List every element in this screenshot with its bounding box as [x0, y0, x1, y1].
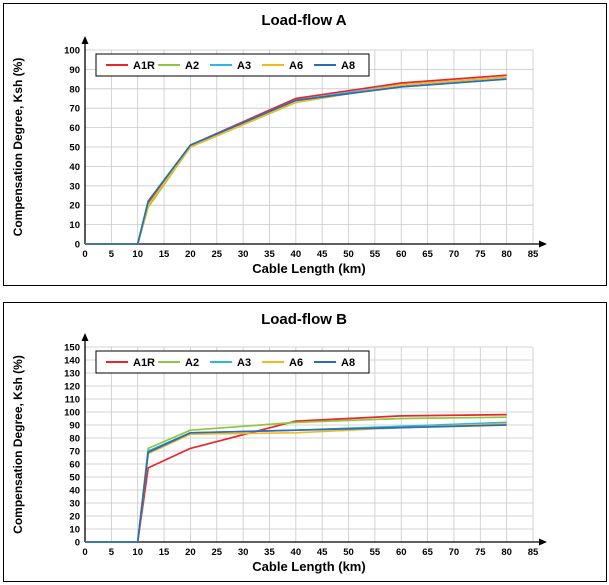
x-tick-label: 55 — [370, 249, 381, 260]
x-tick-label: 75 — [475, 249, 486, 260]
legend-label-a2: A2 — [185, 357, 199, 369]
legend-label-a3: A3 — [237, 60, 251, 72]
y-tick-label: 20 — [69, 512, 80, 523]
legend-label-a1r: A1R — [133, 60, 155, 72]
y-tick-label: 30 — [69, 499, 80, 510]
x-tick-label: 20 — [185, 547, 196, 558]
x-tick-label: 35 — [264, 547, 275, 558]
x-tick-label: 85 — [528, 249, 539, 260]
y-tick-label: 90 — [69, 65, 80, 76]
y-tick-label: 30 — [69, 181, 80, 192]
y-tick-label: 40 — [69, 486, 80, 497]
y-tick-label: 60 — [69, 460, 80, 471]
y-tick-label: 70 — [69, 447, 80, 458]
x-tick-label: 40 — [291, 547, 302, 558]
y-tick-label: 150 — [64, 343, 80, 354]
x-axis-arrow — [539, 538, 547, 546]
y-axis-label: Compensation Degree, Ksh (%) — [11, 58, 25, 237]
y-tick-label: 60 — [69, 123, 80, 134]
chart-title: Load-flow B — [261, 311, 347, 328]
x-tick-label: 70 — [449, 547, 460, 558]
x-axis-arrow — [539, 240, 547, 248]
y-axis-arrow — [81, 333, 89, 341]
y-tick-label: 10 — [69, 525, 80, 536]
x-tick-label: 60 — [396, 547, 407, 558]
chart-b-svg: Load-flow B 0 5 10 15 20 25 30 35 40 45 50 55 60 65 70 7… — [11, 311, 547, 574]
series-line-a8 — [85, 424, 507, 543]
y-tick-label: 140 — [64, 356, 80, 367]
x-tick-label: 55 — [370, 547, 381, 558]
y-tick-label: 20 — [69, 201, 80, 212]
legend-label-a1r: A1R — [133, 357, 155, 369]
x-tick-label: 0 — [82, 547, 87, 558]
x-tick-label: 45 — [317, 249, 328, 260]
x-tick-label: 65 — [422, 547, 433, 558]
x-tick-label: 50 — [343, 249, 354, 260]
x-tick-label: 15 — [159, 249, 170, 260]
x-tick-label: 80 — [501, 547, 512, 558]
y-tick-label: 40 — [69, 162, 80, 173]
y-tick-label: 120 — [64, 382, 80, 393]
y-tick-label: 130 — [64, 369, 80, 380]
legend-label-a3: A3 — [237, 357, 251, 369]
y-tick-label: 90 — [69, 421, 80, 432]
x-axis-label: Cable Length (km) — [252, 261, 365, 276]
y-tick-label: 50 — [69, 473, 80, 484]
x-tick-label: 80 — [501, 249, 512, 260]
y-tick-label: 0 — [75, 538, 80, 549]
legend-box — [95, 53, 370, 77]
x-tick-label: 40 — [291, 249, 302, 260]
chart-title: Load-flow A — [261, 12, 346, 29]
y-tick-label: 100 — [64, 46, 80, 57]
series-line-a8 — [85, 78, 507, 245]
x-tick-label: 70 — [449, 249, 460, 260]
legend-label-a2: A2 — [185, 60, 199, 72]
x-tick-label: 20 — [185, 249, 196, 260]
y-tick-label: 10 — [69, 220, 80, 231]
x-tick-label: 15 — [159, 547, 170, 558]
legend-label-a6: A6 — [289, 60, 303, 72]
x-tick-label: 35 — [264, 249, 275, 260]
x-tick-label: 75 — [475, 547, 486, 558]
y-axis-label: Compensation Degree, Ksh (%) — [11, 355, 25, 534]
y-tick-label: 50 — [69, 143, 80, 154]
x-tick-label: 5 — [109, 249, 115, 260]
legend-label-a8: A8 — [341, 60, 355, 72]
y-tick-label: 80 — [69, 434, 80, 445]
x-tick-label: 30 — [238, 249, 249, 260]
y-tick-label: 100 — [64, 408, 80, 419]
x-tick-label: 85 — [528, 547, 539, 558]
x-tick-label: 25 — [211, 249, 222, 260]
legend-label-a8: A8 — [341, 357, 355, 369]
x-tick-label: 60 — [396, 249, 407, 260]
y-tick-label: 70 — [69, 104, 80, 115]
x-tick-label: 0 — [82, 249, 87, 260]
legend-box — [95, 350, 370, 374]
x-tick-label: 10 — [132, 249, 143, 260]
chart-panel-b: Load-flow B 0 5 10 15 20 25 30 35 40 45 50 55 60 65 70 7… — [3, 302, 607, 582]
x-tick-label: 65 — [422, 249, 433, 260]
x-tick-label: 10 — [132, 547, 143, 558]
y-axis-arrow — [81, 36, 89, 44]
x-tick-label: 5 — [109, 547, 115, 558]
chart-panel-a: Load-flow A 0 5 10 15 20 25 30 35 40 45 50 55 60 65 70 7… — [3, 3, 607, 286]
x-axis-label: Cable Length (km) — [252, 559, 365, 574]
chart-a-svg: Load-flow A 0 5 10 15 20 25 30 35 40 45 50 55 60 65 70 7… — [11, 12, 547, 276]
y-tick-label: 80 — [69, 84, 80, 95]
x-tick-label: 25 — [211, 547, 222, 558]
legend-label-a6: A6 — [289, 357, 303, 369]
x-tick-label: 30 — [238, 547, 249, 558]
y-tick-label: 110 — [65, 395, 80, 406]
y-tick-label: 0 — [75, 240, 80, 251]
x-tick-label: 50 — [343, 547, 354, 558]
x-tick-label: 45 — [317, 547, 328, 558]
